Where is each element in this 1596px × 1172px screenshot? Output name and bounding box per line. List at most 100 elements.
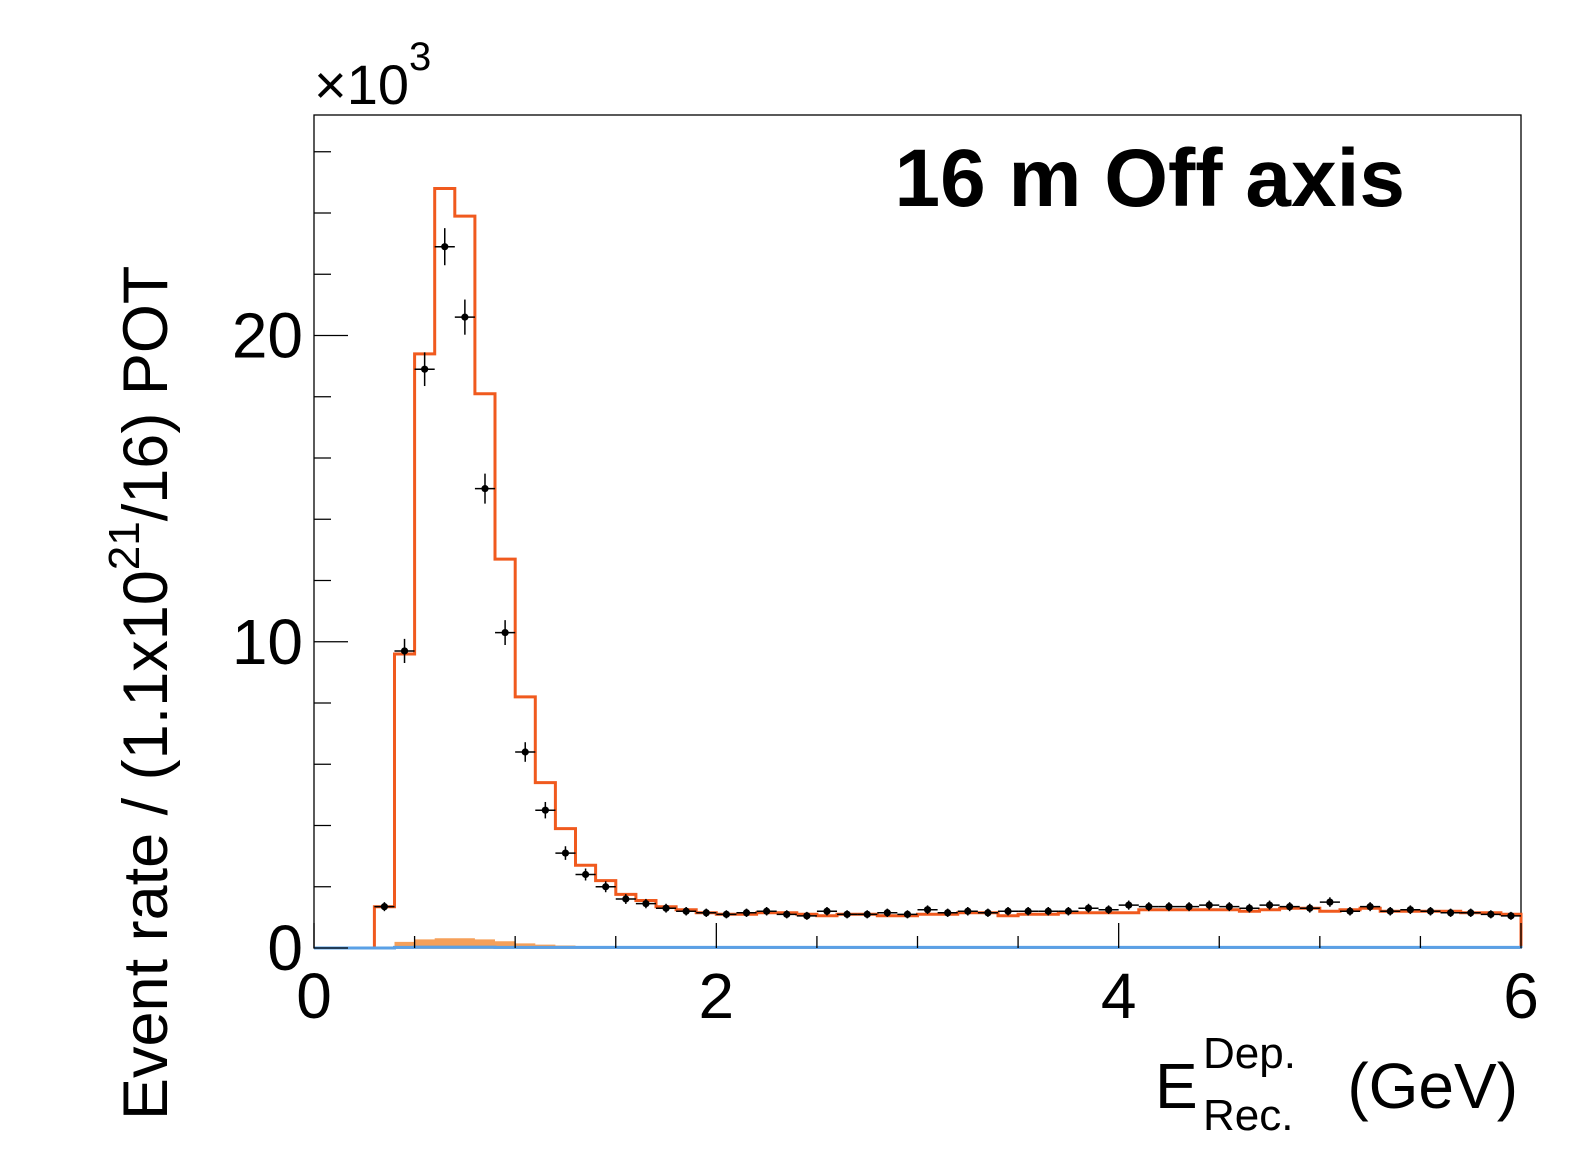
data-point: [1339, 907, 1361, 916]
data-point: [716, 910, 737, 919]
data-point: [1420, 907, 1441, 916]
ticks-layer: [313, 151, 1522, 949]
data-point-marker: [1467, 909, 1475, 917]
data-point: [1158, 902, 1180, 912]
y-multiplier-prefix: ×10: [314, 53, 409, 116]
data-point: [736, 908, 757, 917]
data-point: [495, 620, 516, 645]
data-point: [957, 907, 978, 916]
x-axis-label-main: E: [1155, 1050, 1198, 1122]
data-point-marker: [1064, 907, 1072, 915]
tick-labels-layer: 0 2 4 6 0 10 20: [232, 300, 1539, 1033]
data-point-marker: [662, 904, 670, 912]
x-tick-label: 6: [1503, 960, 1539, 1032]
data-point-marker: [1145, 903, 1153, 911]
data-point: [977, 908, 998, 917]
data-point-marker: [1446, 909, 1455, 917]
data-point-marker: [783, 910, 791, 918]
series-step-3: [314, 945, 1523, 950]
data-point: [555, 846, 576, 860]
data-point-marker: [1487, 910, 1495, 918]
chart-title: 16 m Off axis: [895, 133, 1405, 224]
data-point-marker: [642, 899, 650, 908]
data-point: [816, 907, 838, 916]
data-point-marker: [1004, 907, 1012, 915]
data-point-marker: [481, 485, 489, 493]
data-point: [1299, 903, 1320, 913]
data-point: [1460, 908, 1481, 917]
points-layer: [374, 228, 1521, 920]
data-point-marker: [581, 870, 590, 879]
data-point-marker: [863, 910, 871, 918]
data-point: [454, 299, 475, 335]
data-point-marker: [1084, 904, 1093, 912]
data-point: [535, 801, 556, 819]
data-point: [877, 908, 898, 917]
data-point-marker: [1024, 907, 1032, 915]
data-point: [394, 638, 415, 664]
data-point: [655, 903, 677, 913]
data-point-marker: [803, 912, 811, 920]
data-point-marker: [1507, 912, 1515, 920]
data-point-marker: [843, 910, 851, 918]
x-tick-label: 4: [1101, 960, 1137, 1032]
data-point: [414, 352, 435, 387]
data-point-marker: [1225, 903, 1233, 911]
data-point-marker: [702, 909, 710, 917]
data-point: [434, 228, 455, 266]
data-point: [837, 910, 858, 919]
y-tick-label: 0: [267, 912, 303, 984]
data-point-marker: [742, 909, 751, 917]
x-axis-label-sub: Rec.: [1203, 1091, 1293, 1140]
data-point-marker: [883, 909, 891, 917]
data-point: [1279, 902, 1300, 912]
data-point: [1118, 900, 1139, 910]
data-point: [1058, 907, 1079, 916]
data-point-marker: [1205, 901, 1213, 909]
data-point: [1480, 910, 1501, 919]
data-point: [635, 898, 656, 909]
x-axis-label-sup: Dep.: [1203, 1029, 1296, 1078]
data-point: [575, 868, 596, 881]
data-point: [1259, 900, 1280, 910]
data-point-marker: [380, 903, 389, 911]
data-point-marker: [964, 907, 972, 915]
y-tick-label: 10: [232, 606, 303, 678]
data-point: [1500, 911, 1521, 920]
data-point: [917, 905, 938, 915]
data-point-marker: [1105, 906, 1113, 914]
data-point-marker: [1165, 903, 1173, 911]
data-point-marker: [1044, 907, 1052, 915]
data-point-marker: [1185, 903, 1193, 911]
data-point: [696, 908, 717, 917]
data-point: [1199, 900, 1220, 910]
data-point: [1440, 908, 1461, 917]
data-point-marker: [521, 748, 529, 756]
y-axis-label: Event rate / (1.1x1021/16) POT: [100, 266, 181, 1120]
y-tick-label: 20: [232, 300, 303, 372]
data-point: [796, 911, 817, 920]
x-axis-label-unit: (GeV): [1347, 1050, 1518, 1122]
y-axis-label-post: /16) POT: [111, 266, 181, 522]
data-point: [897, 910, 918, 919]
data-point: [1400, 905, 1421, 915]
data-point-marker: [1366, 903, 1374, 911]
data-point-marker: [1406, 906, 1414, 914]
data-point: [1380, 907, 1401, 916]
data-point-marker: [1326, 898, 1334, 906]
data-point-marker: [1245, 904, 1254, 912]
data-point: [776, 910, 797, 919]
data-point: [1038, 907, 1059, 916]
data-point-marker: [722, 910, 730, 918]
data-point: [1078, 903, 1099, 913]
x-tick-label: 2: [699, 960, 735, 1032]
data-point: [515, 742, 536, 762]
data-point-marker: [1386, 907, 1394, 915]
data-point: [615, 894, 636, 904]
data-point-marker: [923, 906, 932, 914]
data-point: [1239, 903, 1260, 913]
data-point: [937, 908, 958, 917]
data-point-marker: [541, 806, 549, 814]
y-multiplier-exp: 3: [409, 35, 431, 79]
